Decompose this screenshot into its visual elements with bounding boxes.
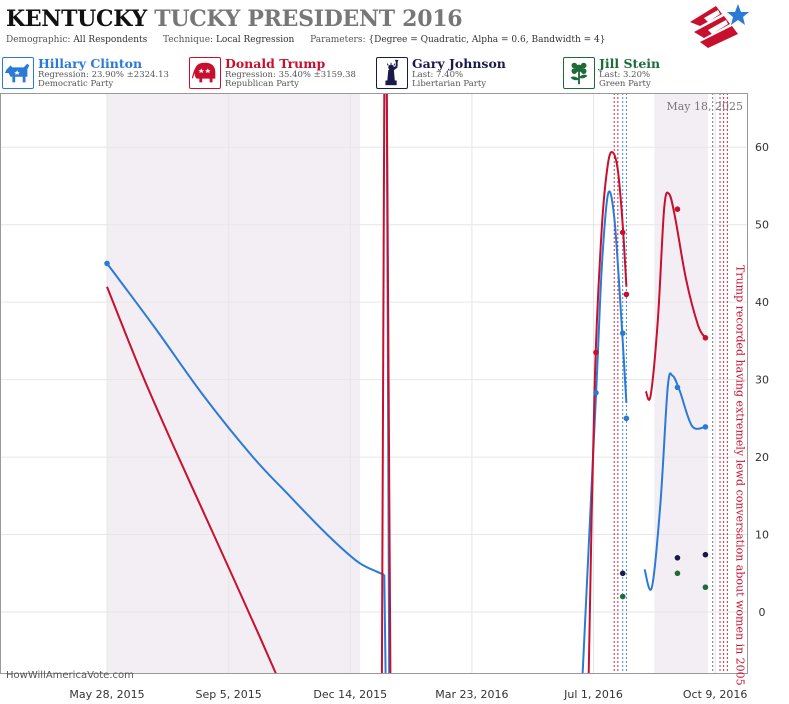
- data-point: [674, 384, 681, 391]
- y-tick-label: 10: [755, 529, 769, 542]
- data-point: [702, 584, 709, 591]
- candidate-party: Green Party: [599, 79, 651, 89]
- series-line: [106, 262, 385, 576]
- watermark-text: HowWillAmericaVote.com: [6, 670, 134, 681]
- donkey-icon: [4, 63, 30, 83]
- candidate-stat: Regression: 23.90% ±2324.13: [38, 70, 169, 80]
- series-lines: [106, 93, 707, 674]
- flag-star-logo-icon: [690, 4, 749, 48]
- data-point: [104, 260, 110, 267]
- candidate-name: Jill Stein: [599, 56, 661, 71]
- data-point: [702, 551, 709, 558]
- poll-chart: 0 10 20 30 40 50 60 May 28, 2015 Sep 5, 2015 Dec…: [0, 93, 769, 701]
- title-state: KENTUCKY: [6, 6, 147, 32]
- candidate-stat: Regression: 35.40% ±3159.38: [225, 70, 356, 80]
- parameters-value[interactable]: {Degree = Quadratic, Alpha = 0.6, Bandwi…: [368, 35, 606, 45]
- data-point: [619, 570, 626, 577]
- data-point: [619, 593, 626, 600]
- demographic-value[interactable]: All Respondents: [73, 35, 148, 45]
- data-points: [104, 206, 709, 600]
- candidate-card-trump[interactable]: Donald Trump Regression: 35.40% ±3159.38…: [187, 55, 372, 91]
- y-axis: 0 10 20 30 40 50 60: [755, 141, 769, 619]
- plot-frame: [0, 93, 748, 674]
- candidate-name: Gary Johnson: [412, 56, 506, 71]
- candidate-stat: Last: 3.20%: [599, 70, 651, 80]
- x-tick-label: Mar 23, 2016: [435, 688, 508, 701]
- header: KENTUCKY TUCKY PRESIDENT 2016 Demographi…: [0, 0, 789, 50]
- date-label: May 18, 2025: [666, 100, 743, 113]
- title-race: TUCKY PRESIDENT 2016: [154, 6, 463, 32]
- y-tick-label: 30: [755, 374, 769, 387]
- candidate-stat: Last: 7.40%: [412, 70, 464, 80]
- green-flower-icon: [570, 62, 588, 85]
- data-point: [702, 424, 709, 430]
- elephant-icon: [191, 62, 216, 83]
- series-line: [587, 151, 628, 674]
- statue-of-liberty-icon: [385, 59, 399, 86]
- series-line: [106, 286, 278, 674]
- technique-value[interactable]: Local Regression: [215, 35, 295, 45]
- data-point: [674, 206, 681, 212]
- event-annotation: Trump recorded having extremely lewd con…: [733, 265, 746, 686]
- data-point: [619, 229, 626, 236]
- technique-label: Technique:: [163, 35, 214, 45]
- y-tick-label: 40: [755, 296, 769, 309]
- candidate-card-stein[interactable]: Jill Stein Last: 3.20% Green Party: [561, 55, 746, 91]
- x-tick-label: May 28, 2015: [69, 688, 144, 701]
- series-line: [385, 93, 392, 674]
- candidate-party: Republican Party: [225, 79, 299, 89]
- x-tick-label: Sep 5, 2015: [196, 688, 262, 701]
- parameters-label: Parameters:: [310, 35, 366, 45]
- data-point: [619, 330, 626, 336]
- candidate-card-clinton[interactable]: Hillary Clinton Regression: 23.90% ±2324…: [0, 55, 185, 91]
- series-donald-trump: [106, 93, 707, 674]
- x-tick-label: Dec 14, 2015: [313, 688, 387, 701]
- y-tick-label: 50: [755, 219, 769, 232]
- x-axis: May 28, 2015 Sep 5, 2015 Dec 14, 2015 Mar 2…: [69, 688, 747, 701]
- data-point: [593, 389, 599, 396]
- gridlines: [0, 93, 748, 674]
- x-tick-label: Jul 1, 2016: [563, 688, 623, 701]
- series-line: [380, 93, 386, 674]
- demographic-label: Demographic:: [6, 35, 71, 45]
- candidate-name: Donald Trump: [225, 56, 326, 71]
- series-line: [643, 372, 706, 591]
- data-point: [593, 349, 599, 356]
- event-lines: [613, 93, 728, 674]
- series-line: [383, 574, 387, 674]
- data-point: [674, 555, 681, 561]
- y-tick-label: 20: [755, 451, 769, 464]
- parameters-bar: Demographic: All Respondents Technique: …: [6, 35, 605, 45]
- page-title: KENTUCKY TUCKY PRESIDENT 2016: [6, 6, 463, 32]
- y-tick-label: 0: [759, 606, 766, 619]
- candidate-party: Libertarian Party: [412, 79, 487, 89]
- shaded-band: [654, 93, 708, 674]
- candidate-card-johnson[interactable]: Gary Johnson Last: 7.40% Libertarian Par…: [374, 55, 559, 91]
- candidate-party: Democratic Party: [38, 79, 114, 89]
- x-tick-label: Oct 9, 2016: [683, 688, 748, 701]
- data-point: [674, 570, 681, 577]
- data-point: [702, 334, 709, 341]
- data-point: [623, 291, 630, 298]
- series-line: [644, 191, 707, 401]
- data-point: [623, 415, 630, 422]
- y-tick-label: 60: [755, 141, 769, 154]
- candidate-name: Hillary Clinton: [38, 56, 143, 71]
